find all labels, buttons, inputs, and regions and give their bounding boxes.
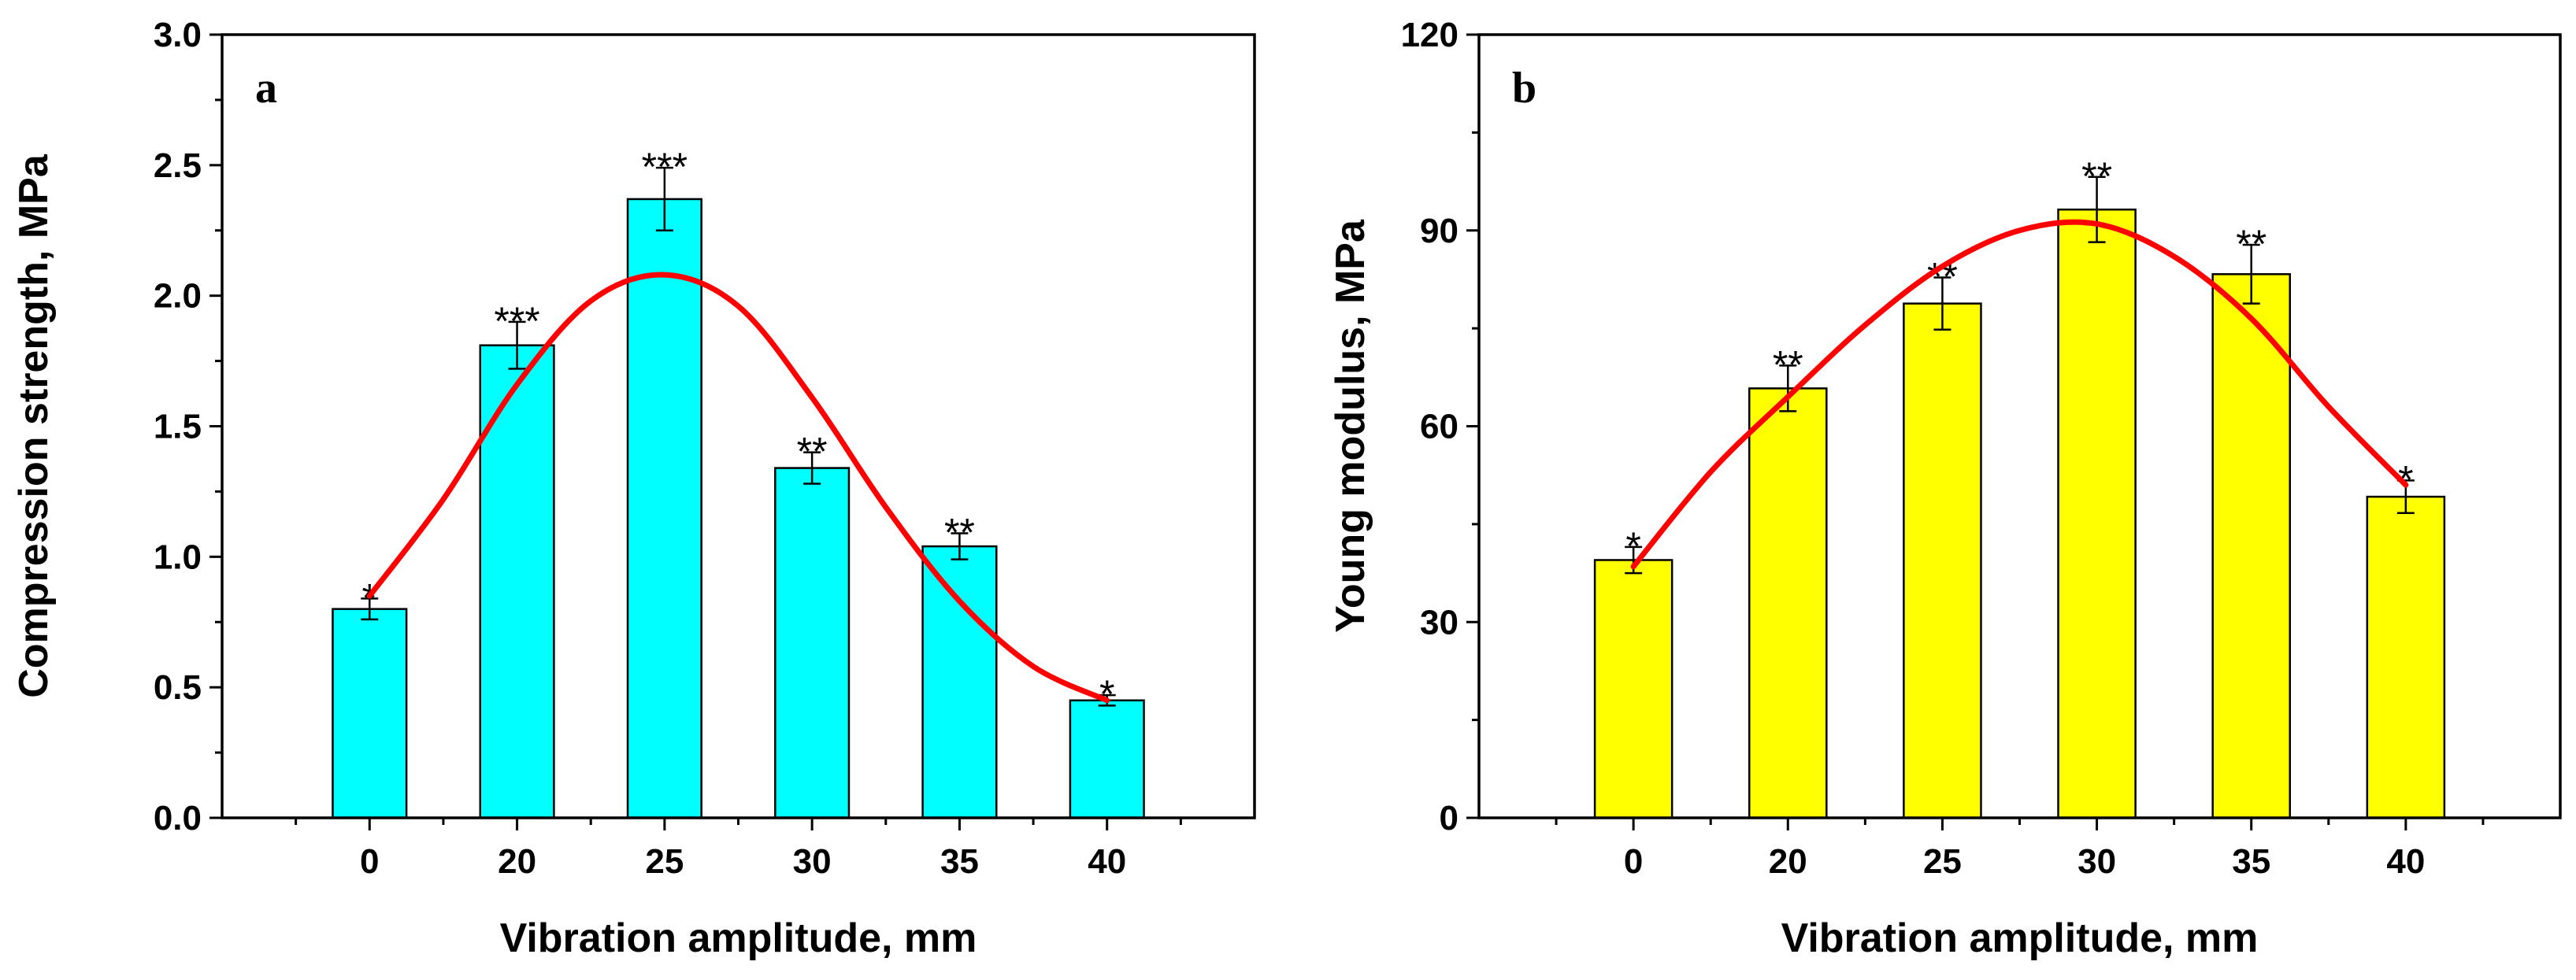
x-tick-label: 30: [793, 842, 832, 881]
y-tick-label: 1.0: [154, 538, 202, 576]
significance-label: **: [2081, 154, 2112, 198]
significance-label: ***: [642, 145, 688, 189]
bar-30: [2057, 208, 2137, 819]
bar-25: [626, 198, 702, 819]
error-bar-35: [2242, 243, 2260, 305]
significance-label: **: [1773, 342, 1803, 386]
y-tick-label: 1.5: [154, 408, 202, 446]
bar-35: [2211, 273, 2291, 819]
bar-40: [2366, 495, 2446, 819]
x-tick-label: 40: [1088, 842, 1126, 881]
significance-label: *: [1625, 524, 1640, 568]
error-bar-25: [1933, 276, 1951, 331]
error-bar-20: [508, 320, 526, 370]
error-bar-30: [803, 451, 821, 485]
y-tick-label: 2.5: [154, 146, 202, 185]
significance-label: **: [2236, 222, 2267, 266]
y-tick-label: 0.5: [154, 668, 202, 707]
y-tick-label: 30: [1420, 603, 1458, 642]
significance-labels: **********: [1625, 154, 2413, 568]
y-axis: 0 30 60 90 120: [1401, 16, 1479, 838]
y-axis-title: Young modulus, MPa: [1328, 219, 1373, 633]
bar-0: [332, 608, 408, 819]
error-bar-35: [951, 532, 969, 560]
error-bar-20: [1779, 364, 1797, 412]
bar-20: [479, 344, 555, 819]
bar-30: [774, 467, 851, 819]
y-tick-label: 2.0: [154, 277, 202, 316]
panel-label: a: [255, 64, 277, 113]
significance-labels: ************: [362, 145, 1115, 716]
significance-label: **: [944, 510, 975, 554]
bar-0: [1593, 559, 1673, 819]
x-tick-label: 0: [360, 842, 379, 881]
x-tick-label: 30: [2077, 842, 2116, 881]
y-axis: 0.0 0.5 1.0 1.5 2.0 2.5 3.0: [154, 16, 222, 838]
bar-20: [1748, 387, 1828, 819]
x-tick-label: 35: [2232, 842, 2270, 881]
y-tick-label: 90: [1420, 212, 1458, 250]
bars: [1593, 208, 2446, 819]
panel-label: b: [1512, 64, 1536, 113]
error-bars: [361, 166, 1116, 707]
x-axis-title: Vibration amplitude, mm: [500, 915, 977, 961]
trend-curve: [366, 272, 1110, 704]
x-tick-label: 20: [1769, 842, 1807, 881]
chart-panel-a: a Vibration amplitude, mm Compression st…: [11, 16, 1256, 961]
x-tick-label: 0: [1624, 842, 1643, 881]
x-axis-title: Vibration amplitude, mm: [1781, 915, 2259, 961]
bar-25: [1903, 302, 1982, 819]
x-tick-label: 25: [1923, 842, 1962, 881]
bar-35: [921, 545, 998, 819]
error-bar-25: [655, 166, 673, 231]
error-bars: [1625, 176, 2415, 575]
x-axis: 0 20 25 30 35 40: [1555, 818, 2485, 881]
y-tick-label: 60: [1420, 408, 1458, 446]
trend-curve: [1630, 219, 2409, 570]
significance-label: *: [2398, 457, 2413, 501]
significance-label: *: [1099, 672, 1114, 716]
x-tick-label: 35: [940, 842, 979, 881]
y-tick-label: 3.0: [154, 16, 202, 54]
y-tick-label: 0.0: [154, 799, 202, 838]
x-tick-label: 20: [498, 842, 536, 881]
y-tick-label: 0: [1440, 799, 1458, 838]
bars: [332, 198, 1145, 819]
significance-label: **: [797, 430, 828, 474]
chart-panel-b: b Vibration amplitude, mm Young modulus,…: [1328, 16, 2562, 961]
significance-label: ***: [494, 299, 539, 343]
bar-40: [1069, 699, 1145, 819]
error-bar-30: [2088, 176, 2106, 243]
y-axis-title: Compression strength, MPa: [11, 153, 57, 698]
x-tick-label: 25: [645, 842, 684, 881]
x-axis: 0 20 25 30 35 40: [295, 818, 1182, 881]
y-tick-label: 120: [1401, 16, 1458, 54]
x-tick-label: 40: [2386, 842, 2425, 881]
